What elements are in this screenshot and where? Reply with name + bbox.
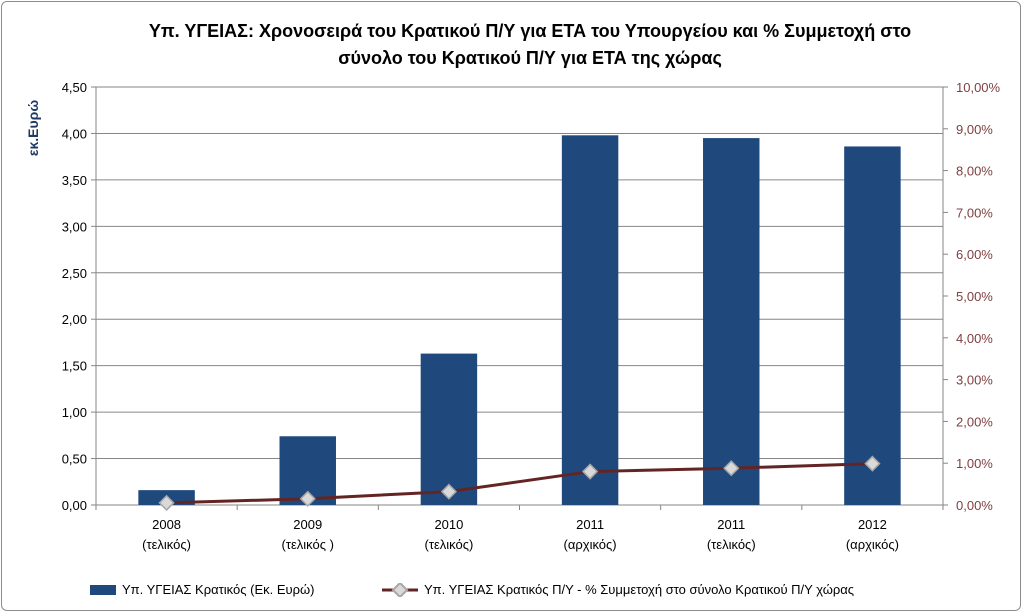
legend-item-bars: Υπ. ΥΓΕΙΑΣ Κρατικός (Εκ. Ευρώ) (90, 582, 315, 597)
x-tick-label-year: 2011 (717, 517, 745, 532)
right-tick-label: 3,00% (956, 373, 993, 388)
left-tick-label: 0,50 (62, 452, 87, 467)
left-tick-label: 2,50 (62, 266, 87, 281)
chart-title-line-2: σύνολο του Κρατικού Π/Υ για ΕΤΑ της χώρα… (338, 48, 722, 68)
left-tick-label: 2,00 (62, 312, 87, 327)
left-tick-label: 4,00 (62, 126, 87, 141)
x-tick-label-type: (τελικός ) (282, 537, 334, 552)
line-point (864, 455, 881, 472)
left-tick-label: 3,50 (62, 173, 87, 188)
legend-label-bars: Υπ. ΥΓΕΙΑΣ Κρατικός (Εκ. Ευρώ) (122, 582, 315, 597)
x-tick-label-type: (τελικός) (707, 537, 756, 552)
left-tick-label: 1,00 (62, 405, 87, 420)
right-tick-label: 0,00% (956, 498, 993, 513)
legend-label-line: Υπ. ΥΓΕΙΑΣ Κρατικός Π/Υ - % Συμμετοχή στ… (424, 582, 855, 597)
x-tick-label-type: (αρχικός) (564, 537, 617, 552)
x-tick-label-year: 2010 (434, 517, 463, 532)
x-tick-label-year: 2008 (152, 517, 181, 532)
left-tick-label: 4,50 (62, 80, 87, 95)
line-point (158, 494, 175, 512)
line-point (581, 463, 599, 480)
right-tick-label: 4,00% (956, 331, 993, 346)
bar (561, 135, 619, 505)
right-tick-label: 8,00% (956, 164, 993, 179)
bar (420, 353, 478, 505)
x-tick-label-year: 2012 (858, 517, 887, 532)
y-axis-title: εκ.Ευρώ (25, 100, 41, 156)
left-tick-label: 1,50 (62, 359, 87, 374)
right-tick-label: 5,00% (956, 289, 993, 304)
legend-swatch-bars (90, 584, 116, 595)
right-tick-label: 7,00% (956, 205, 993, 220)
line-point (440, 483, 458, 500)
right-tick-label: 6,00% (956, 247, 993, 262)
x-tick-label-year: 2009 (293, 517, 322, 532)
right-tick-label: 1,00% (956, 456, 993, 471)
left-tick-label: 3,00 (62, 219, 87, 234)
series-line (166, 462, 873, 505)
right-tick-label: 9,00% (956, 122, 993, 137)
chart-title-line-1: Υπ. ΥΓΕΙΑΣ: Χρονοσειρά του Κρατικού Π/Υ … (148, 21, 912, 41)
right-tick-label: 10,00% (956, 80, 1001, 95)
bar (703, 138, 760, 506)
left-tick-label: 0,00 (62, 498, 87, 513)
x-tick-label-type: (τελικός) (142, 537, 191, 552)
x-tick-label-type: (τελικός) (425, 537, 474, 552)
x-tick-label-type: (αρχικός) (846, 537, 899, 552)
line-point (723, 460, 740, 477)
x-tick-label-year: 2011 (576, 517, 604, 532)
legend-swatch-line (382, 582, 418, 597)
legend-item-line: Υπ. ΥΓΕΙΑΣ Κρατικός Π/Υ - % Συμμετοχή στ… (382, 582, 854, 597)
chart-legend: Υπ. ΥΓΕΙΑΣ Κρατικός (Εκ. Ευρώ) Υπ. ΥΓΕΙΑ… (0, 578, 1024, 606)
right-tick-label: 2,00% (956, 414, 993, 429)
bar (844, 146, 901, 505)
chart-title: Υπ. ΥΓΕΙΑΣ: Χρονοσειρά του Κρατικού Π/Υ … (60, 18, 1000, 72)
line-point (299, 490, 316, 507)
